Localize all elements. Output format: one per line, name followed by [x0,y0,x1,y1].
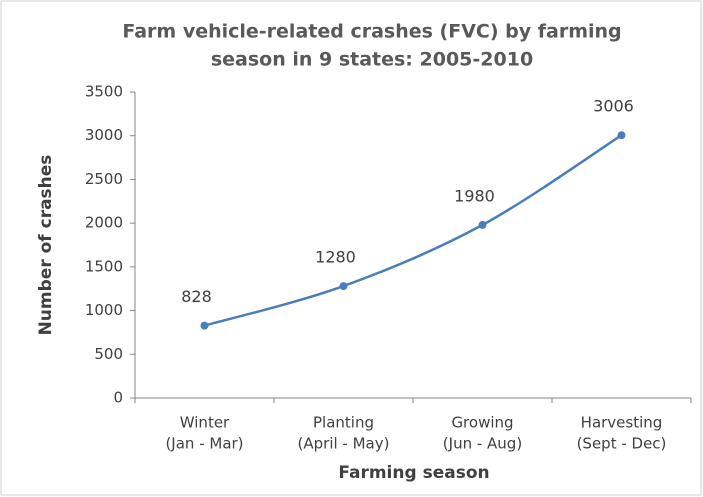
x-tick-label: Planting [313,414,374,432]
y-tick-label: 1000 [85,301,123,319]
data-label: 828 [181,287,212,306]
x-tick-label: Growing [451,414,513,432]
data-label: 1280 [315,248,356,267]
marker [200,321,209,330]
x-axis-title: Farming season [338,463,489,483]
x-tick-label: Winter [180,414,230,432]
y-tick-label: 2000 [85,214,123,232]
marker [339,282,348,291]
chart-title: season in 9 states: 2005-2010 [211,49,533,71]
marker [478,220,487,229]
y-tick-label: 2500 [85,170,123,188]
x-tick-label: (Jun - Aug) [443,435,522,453]
y-tick-label: 500 [94,345,123,363]
data-label: 3006 [593,97,634,116]
y-tick-label: 3000 [85,126,123,144]
marker [617,131,626,140]
y-axis-title: Number of crashes [36,155,56,336]
x-tick-label: Harvesting [581,414,663,432]
x-tick-label: (Sept - Dec) [577,435,667,453]
x-tick-label: (Jan - Mar) [165,435,243,453]
line [204,134,623,327]
y-tick-label: 0 [113,389,123,407]
x-tick-label: (April - May) [298,435,390,453]
data-label: 1980 [454,186,495,205]
y-tick-label: 3500 [85,83,123,101]
y-tick-label: 1500 [85,257,123,275]
chart-title: Farm vehicle-related crashes (FVC) by fa… [122,21,621,43]
